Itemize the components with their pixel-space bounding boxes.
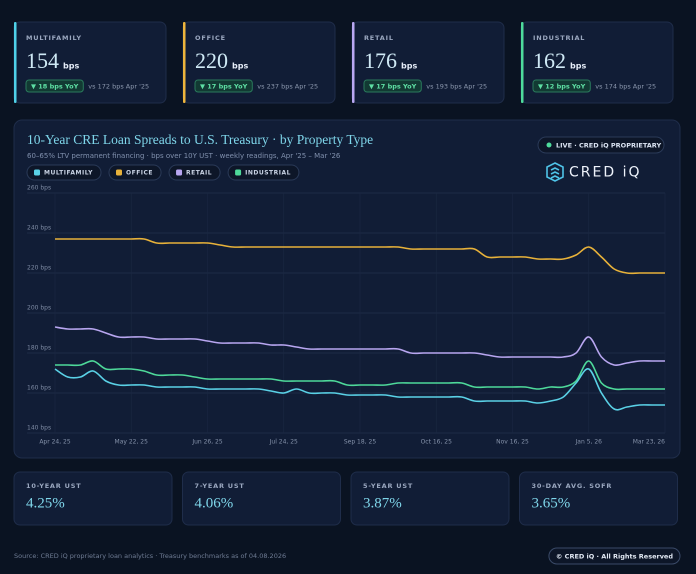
- legend-label: OFFICE: [126, 170, 153, 177]
- kpi-accent: [521, 22, 524, 103]
- rate-value: 4.25%: [26, 495, 65, 511]
- x-tick-label: Jun 26, 25: [191, 439, 223, 446]
- x-tick-label: Oct 16, 25: [421, 439, 453, 446]
- x-tick-label: Nov 16, 25: [496, 439, 529, 446]
- kpi-change: ▼ 12 bps YoY: [538, 83, 586, 91]
- logo-icon: [546, 162, 564, 182]
- rate-card: [519, 471, 678, 526]
- kpi-change-pill: [532, 79, 591, 93]
- legend-swatch: [235, 169, 242, 176]
- rate-value: 3.87%: [363, 495, 402, 511]
- x-tick-label: Jan 5, 26: [575, 439, 603, 446]
- live-badge: [537, 136, 665, 154]
- x-tick-label: May 22, 25: [115, 439, 149, 446]
- grid: [27, 192, 666, 434]
- legend-label: RETAIL: [186, 170, 212, 177]
- x-tick-label: Mar 23, 26: [633, 439, 665, 446]
- kpi-label: RETAIL: [364, 34, 394, 42]
- series-line: [55, 360, 665, 391]
- rate-label: 30-DAY AVG. SOFR: [532, 482, 613, 490]
- rate-value: 4.06%: [195, 495, 234, 511]
- kpi-value: 162: [533, 48, 566, 73]
- legend-label: MULTIFAMILY: [44, 170, 93, 177]
- footer-rights: © CRED iQ · All Rights Reserved: [556, 553, 673, 561]
- legend-pill: [168, 164, 221, 181]
- kpi-change-pill: [25, 79, 84, 93]
- footer-rights-pill: [548, 547, 681, 565]
- kpi-unit: bps: [232, 62, 248, 71]
- x-tick-label: Sep 18, 25: [344, 439, 376, 446]
- rate-label: 7-YEAR UST: [195, 482, 245, 490]
- kpi-label: INDUSTRIAL: [533, 34, 585, 42]
- chart-panel: [13, 119, 681, 459]
- kpi-change-pill: [194, 79, 253, 93]
- rate-card: [350, 471, 510, 526]
- kpi-compare: vs 174 bps Apr '25: [595, 83, 656, 91]
- kpi-compare: vs 193 bps Apr '25: [426, 83, 487, 91]
- x-tick-label: Jul 24, 25: [269, 439, 298, 446]
- kpi-unit: bps: [570, 62, 586, 71]
- kpi-change-pill: [363, 79, 422, 93]
- series-line: [54, 326, 665, 367]
- legend-pill: [227, 164, 300, 181]
- chart-title: 10-Year CRE Loan Spreads to U.S. Treasur…: [27, 132, 373, 147]
- y-tick-label: 180 bps: [27, 345, 51, 352]
- y-tick-label: 160 bps: [27, 385, 51, 392]
- chart-subtitle: 60–65% LTV permanent financing · bps ove…: [27, 152, 341, 160]
- kpi-compare: vs 172 bps Apr '25: [88, 83, 149, 91]
- kpi-change: ▼ 18 bps YoY: [31, 83, 79, 91]
- kpi-value: 154: [26, 48, 59, 73]
- kpi-label: OFFICE: [195, 34, 226, 42]
- legend-pill: [26, 164, 102, 181]
- rate-label: 5-YEAR UST: [363, 482, 413, 490]
- live-dot: [546, 142, 552, 148]
- series-line: [55, 237, 665, 275]
- series-line: [54, 368, 665, 411]
- y-tick-label: 220 bps: [27, 265, 51, 272]
- legend-swatch: [176, 169, 183, 176]
- y-tick-label: 140 bps: [27, 425, 51, 432]
- kpi-change: ▼ 17 bps YoY: [200, 83, 248, 91]
- kpi-value: 220: [195, 48, 228, 73]
- logo-text: CRED iQ: [569, 165, 642, 181]
- y-tick-label: 260 bps: [27, 185, 51, 192]
- kpi-label: MULTIFAMILY: [26, 34, 82, 42]
- kpi-compare: vs 237 bps Apr '25: [257, 83, 318, 91]
- y-tick-label: 200 bps: [27, 305, 51, 312]
- legend-swatch: [116, 169, 122, 176]
- legend-swatch: [34, 169, 40, 176]
- rate-value: 3.65%: [532, 495, 571, 511]
- x-tick-label: Apr 24, 25: [39, 439, 71, 446]
- kpi-accent: [14, 22, 17, 103]
- live-badge-text: LIVE · CRED iQ PROPRIETARY: [556, 142, 661, 150]
- kpi-value: 176: [364, 48, 397, 73]
- y-tick-label: 240 bps: [27, 225, 51, 232]
- rate-label: 10-YEAR UST: [26, 482, 81, 490]
- kpi-unit: bps: [63, 62, 79, 71]
- legend-pill: [108, 164, 162, 181]
- kpi-unit: bps: [401, 62, 417, 71]
- rate-card: [182, 471, 341, 526]
- kpi-change: ▼ 17 bps YoY: [369, 83, 417, 91]
- kpi-accent: [352, 22, 355, 103]
- rate-card: [13, 471, 173, 526]
- kpi-accent: [183, 22, 186, 103]
- footer-source: Source: CRED iQ proprietary loan analyti…: [14, 552, 286, 560]
- legend-label: INDUSTRIAL: [245, 170, 291, 177]
